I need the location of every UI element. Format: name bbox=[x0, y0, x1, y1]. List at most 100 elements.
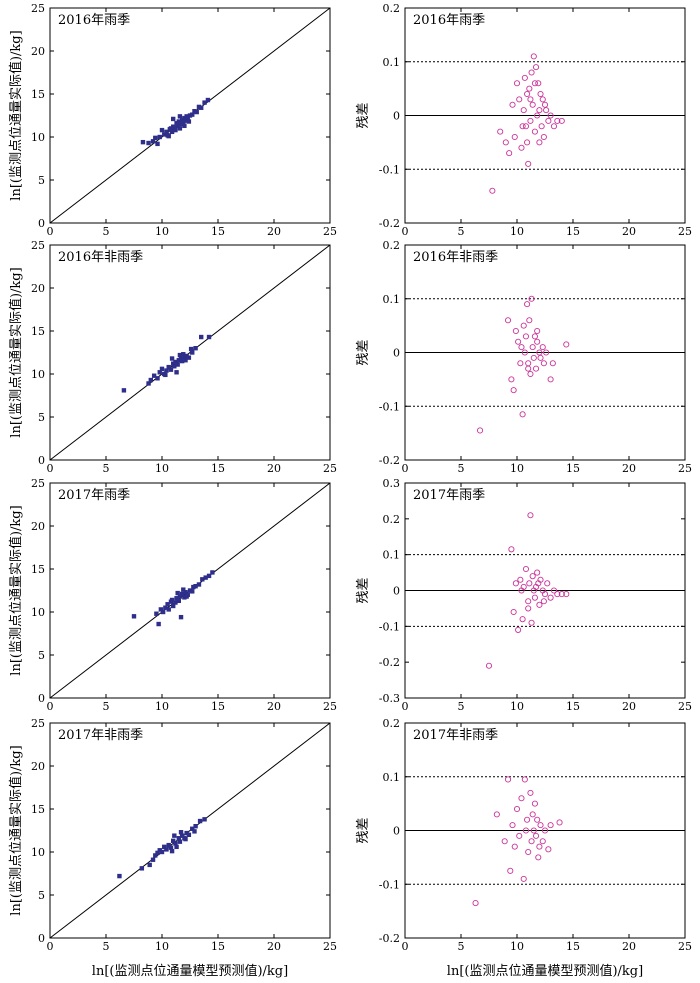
residual-point bbox=[504, 317, 512, 324]
panel-title: 2016年雨季 bbox=[58, 13, 130, 28]
data-point bbox=[183, 358, 188, 363]
residual-point bbox=[522, 827, 530, 834]
residual-point bbox=[518, 587, 525, 594]
x-tick-label: 0 bbox=[402, 940, 409, 953]
residual-point bbox=[536, 843, 543, 850]
data-point bbox=[173, 359, 178, 365]
data-point bbox=[205, 97, 211, 103]
data-point bbox=[168, 367, 174, 372]
y-tick-label: 10 bbox=[31, 368, 45, 381]
reference-line bbox=[49, 244, 331, 461]
y-tick-label: -0.1 bbox=[379, 620, 400, 633]
residual-point bbox=[519, 411, 526, 418]
residual-point bbox=[538, 123, 545, 130]
residual-point bbox=[512, 327, 519, 335]
x-tick-label: 25 bbox=[323, 700, 337, 713]
data-point bbox=[184, 114, 189, 119]
data-point bbox=[176, 836, 181, 841]
data-point bbox=[158, 607, 164, 612]
residual-point bbox=[547, 594, 554, 601]
panel-title: 2017年非雨季 bbox=[413, 728, 498, 743]
data-point bbox=[179, 358, 185, 364]
residual-point bbox=[517, 576, 524, 583]
data-point bbox=[190, 350, 195, 355]
x-axis-label-right: ln[(监测点位通量模型预测值)/kg] bbox=[447, 963, 643, 979]
x-tick-label: 15 bbox=[211, 462, 225, 475]
residual-point bbox=[528, 619, 535, 626]
data-point bbox=[183, 590, 188, 595]
residual-point bbox=[554, 591, 561, 598]
data-point bbox=[186, 832, 192, 837]
data-point bbox=[153, 853, 158, 858]
y-tick-label: -0.2 bbox=[379, 656, 400, 669]
data-point bbox=[162, 844, 167, 850]
panel-6: 0 5 10 15 20 25 0.3 0.2 0.1 0 -0.1 -0.2 -0.3 2017年雨季残… bbox=[356, 477, 692, 713]
x-tick-label: 25 bbox=[323, 225, 337, 238]
residual-point bbox=[512, 580, 519, 587]
residual-point bbox=[508, 546, 515, 553]
x-axis-label-left: ln[(监测点位通量模型预测值)/kg] bbox=[92, 963, 288, 979]
residual-point bbox=[536, 107, 543, 114]
residual-point bbox=[489, 187, 496, 194]
y-tick-label: 0.1 bbox=[383, 293, 401, 306]
residual-point bbox=[525, 160, 532, 167]
y-tick-label: 15 bbox=[31, 563, 45, 576]
residual-point bbox=[520, 322, 527, 329]
residual-point bbox=[506, 150, 513, 157]
y-tick-label: 10 bbox=[31, 846, 45, 859]
residual-point bbox=[535, 854, 542, 861]
data-point bbox=[184, 594, 189, 599]
residual-point bbox=[522, 123, 530, 130]
x-tick-label: 15 bbox=[211, 700, 225, 713]
data-point bbox=[151, 373, 157, 378]
residual-point bbox=[518, 795, 525, 802]
y-tick-label: 0 bbox=[393, 110, 400, 123]
reference-line bbox=[49, 722, 331, 939]
data-point bbox=[150, 857, 156, 862]
x-tick-label: 5 bbox=[103, 940, 110, 953]
panel-title: 2017年非雨季 bbox=[58, 728, 143, 743]
x-tick-label: 15 bbox=[566, 940, 580, 953]
residual-point bbox=[532, 365, 540, 372]
residual-point bbox=[510, 387, 517, 394]
residual-point bbox=[527, 96, 534, 103]
data-point bbox=[187, 588, 193, 593]
data-point bbox=[200, 577, 205, 582]
residual-point bbox=[497, 128, 504, 135]
residual-point bbox=[511, 843, 518, 850]
plot-frame bbox=[49, 722, 331, 939]
x-tick-label: 5 bbox=[103, 462, 110, 475]
x-tick-label: 5 bbox=[103, 700, 110, 713]
data-point bbox=[139, 866, 145, 871]
residual-point bbox=[525, 605, 532, 612]
residual-point bbox=[545, 117, 552, 124]
residual-point bbox=[540, 598, 547, 605]
data-point bbox=[176, 119, 181, 124]
data-point bbox=[177, 114, 183, 119]
residual-point bbox=[534, 327, 541, 335]
y-tick-label: 25 bbox=[31, 239, 45, 252]
residual-point bbox=[541, 101, 549, 108]
residual-point bbox=[509, 101, 516, 108]
data-point bbox=[121, 388, 127, 393]
residual-point bbox=[510, 608, 517, 616]
data-point bbox=[187, 113, 193, 118]
residual-point bbox=[563, 341, 570, 348]
residual-point bbox=[532, 64, 540, 71]
residual-point bbox=[509, 822, 516, 829]
residual-point bbox=[524, 301, 531, 308]
data-point bbox=[177, 126, 183, 131]
data-point bbox=[196, 104, 202, 110]
data-point bbox=[157, 848, 162, 853]
x-tick-label: 10 bbox=[155, 462, 169, 475]
y-tick-label: 0 bbox=[393, 825, 400, 838]
data-point bbox=[202, 100, 207, 105]
y-axis-label: ln[(监测点位通量实际值)/kg] bbox=[8, 30, 24, 200]
x-tick-label: 25 bbox=[678, 940, 692, 953]
residual-point bbox=[513, 80, 521, 87]
data-point bbox=[190, 112, 195, 117]
residual-point bbox=[472, 900, 479, 907]
